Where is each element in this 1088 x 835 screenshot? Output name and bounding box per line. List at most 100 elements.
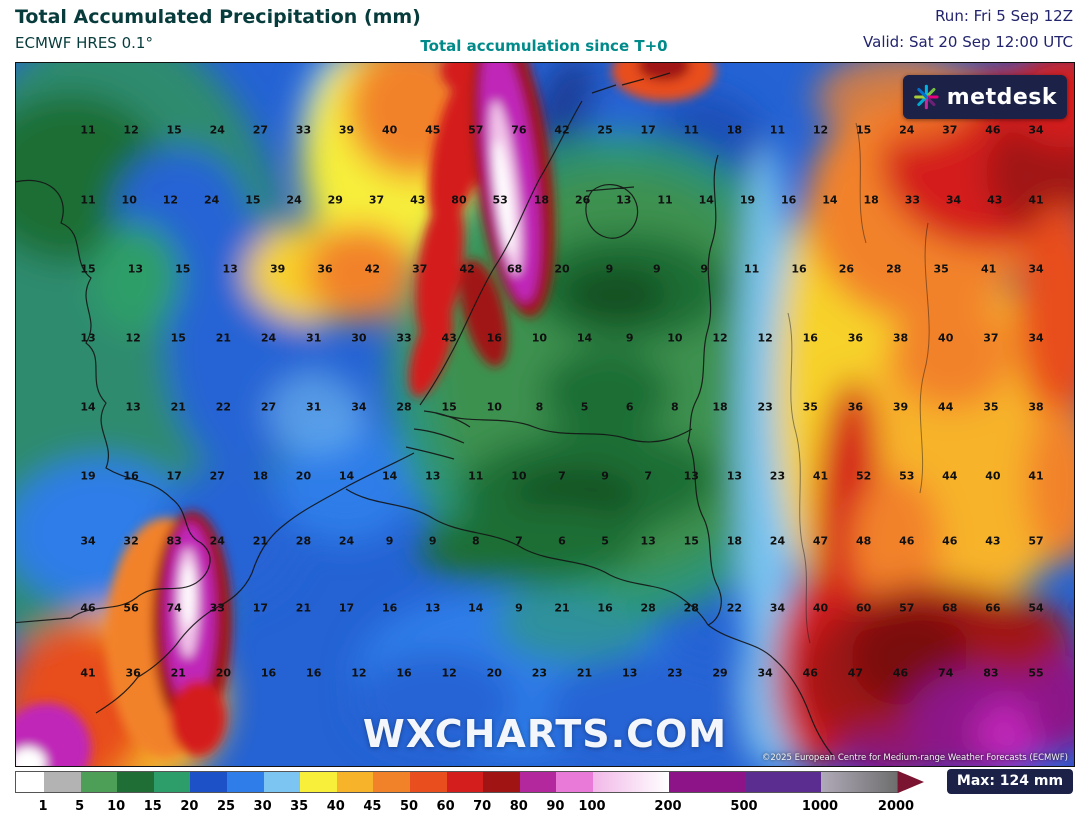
grid-value: 5 xyxy=(580,400,589,414)
grid-value: 34 xyxy=(1028,331,1044,345)
run-label: Run: Fri 5 Sep 12Z xyxy=(935,7,1073,25)
grid-value: 36 xyxy=(125,666,141,680)
grid-value: 10 xyxy=(511,469,527,483)
grid-value: 35 xyxy=(933,262,949,276)
grid-value: 24 xyxy=(338,534,355,548)
grid-value: 14 xyxy=(698,193,714,207)
grid-value: 15 xyxy=(245,193,261,207)
grid-value: 46 xyxy=(899,534,915,548)
colorbar-tick: 80 xyxy=(509,799,528,814)
grid-value: 42 xyxy=(364,262,381,276)
grid-value: 28 xyxy=(295,534,312,548)
grid-value: 43 xyxy=(410,193,426,207)
grid-value: 5 xyxy=(601,534,609,548)
grid-value: 11 xyxy=(683,123,699,137)
grid-value: 21 xyxy=(170,400,186,414)
grid-value: 35 xyxy=(802,400,818,414)
colorbar-segment xyxy=(821,772,897,792)
colorbar-tick: 10 xyxy=(107,799,126,814)
grid-value: 14 xyxy=(468,601,484,615)
grid-value: 41 xyxy=(812,469,829,483)
grid-value: 25 xyxy=(597,123,613,137)
grid-value: 36 xyxy=(847,331,864,345)
grid-value: 16 xyxy=(597,601,613,615)
colorbar-segment xyxy=(336,772,374,792)
grid-value: 40 xyxy=(812,601,829,615)
grid-value: 28 xyxy=(886,262,902,276)
colorbar-tick: 35 xyxy=(290,799,309,814)
grid-value: 46 xyxy=(942,534,958,548)
grid-value: 17 xyxy=(338,601,355,615)
grid-value: 37 xyxy=(412,262,428,276)
grid-value: 15 xyxy=(166,123,182,137)
grid-value: 56 xyxy=(123,601,139,615)
grid-value: 57 xyxy=(1028,534,1044,548)
grid-value: 9 xyxy=(515,601,523,615)
grid-value: 41 xyxy=(80,666,96,680)
grid-value: 66 xyxy=(985,601,1001,615)
grid-value: 16 xyxy=(781,193,797,207)
grid-value: 15 xyxy=(855,123,872,137)
grid-value: 18 xyxy=(252,469,269,483)
grid-value: 21 xyxy=(576,666,593,680)
grid-value: 11 xyxy=(743,262,760,276)
colorbar-segment xyxy=(410,772,447,792)
grid-value: 22 xyxy=(726,601,743,615)
colorbar-segment xyxy=(153,772,191,792)
grid-value: 36 xyxy=(847,400,864,414)
grid-value: 14 xyxy=(338,469,355,483)
metdesk-star-icon xyxy=(914,84,939,110)
grid-value: 10 xyxy=(531,331,548,345)
grid-value: 12 xyxy=(162,193,179,207)
colorbar-tick: 2000 xyxy=(877,799,915,814)
colorbar-tick: 40 xyxy=(326,799,345,814)
grid-value: 19 xyxy=(80,469,96,483)
colorbar-tick: 500 xyxy=(730,799,758,814)
grid-value: 10 xyxy=(121,193,137,207)
grid-value: 16 xyxy=(260,666,277,680)
grid-value: 41 xyxy=(980,262,997,276)
grid-value: 80 xyxy=(451,193,467,207)
grid-value: 24 xyxy=(260,331,277,345)
grid-value: 13 xyxy=(222,262,238,276)
grid-value: 6 xyxy=(558,534,566,548)
grid-value: 18 xyxy=(726,534,743,548)
grid-value: 38 xyxy=(892,331,909,345)
colorbar-segment xyxy=(556,772,593,792)
grid-value: 29 xyxy=(712,666,728,680)
colorbar-tick: 30 xyxy=(253,799,272,814)
grid-value: 27 xyxy=(209,469,225,483)
grid-value: 21 xyxy=(170,666,186,680)
grid-value: 21 xyxy=(295,601,312,615)
grid-value: 11 xyxy=(80,193,96,207)
grid-value: 13 xyxy=(622,666,638,680)
colorbar-tick: 100 xyxy=(578,799,606,814)
grid-value: 20 xyxy=(215,666,232,680)
grid-value: 33 xyxy=(396,331,412,345)
colorbar-legend: 1 5 10 15 20 25 30 35 40 45 50 60 70 80 90 100 200 500 100… xyxy=(15,769,1073,831)
grid-value: 9 xyxy=(652,262,661,276)
grid-value: 16 xyxy=(791,262,807,276)
grid-value: 14 xyxy=(576,331,593,345)
grid-value: 74 xyxy=(938,666,954,680)
grid-value: 74 xyxy=(166,601,182,615)
grid-value: 13 xyxy=(726,469,743,483)
colorbar-tick: 5 xyxy=(75,799,85,814)
grid-value: 38 xyxy=(1028,400,1044,414)
grid-value: 39 xyxy=(269,262,286,276)
grid-value: 17 xyxy=(166,469,182,483)
grid-value: 20 xyxy=(554,262,570,276)
colorbar-segment xyxy=(300,772,337,792)
grid-value: 37 xyxy=(983,331,999,345)
grid-value: 35 xyxy=(983,400,999,414)
grid-value: 28 xyxy=(683,601,699,615)
grid-value: 17 xyxy=(252,601,269,615)
grid-value: 8 xyxy=(671,400,679,414)
colorbar-segment xyxy=(446,772,484,792)
grid-value: 22 xyxy=(215,400,232,414)
grid-value: 37 xyxy=(368,193,385,207)
grid-value: 34 xyxy=(1028,262,1044,276)
grid-value: 23 xyxy=(769,469,786,483)
grid-value: 39 xyxy=(338,123,355,137)
